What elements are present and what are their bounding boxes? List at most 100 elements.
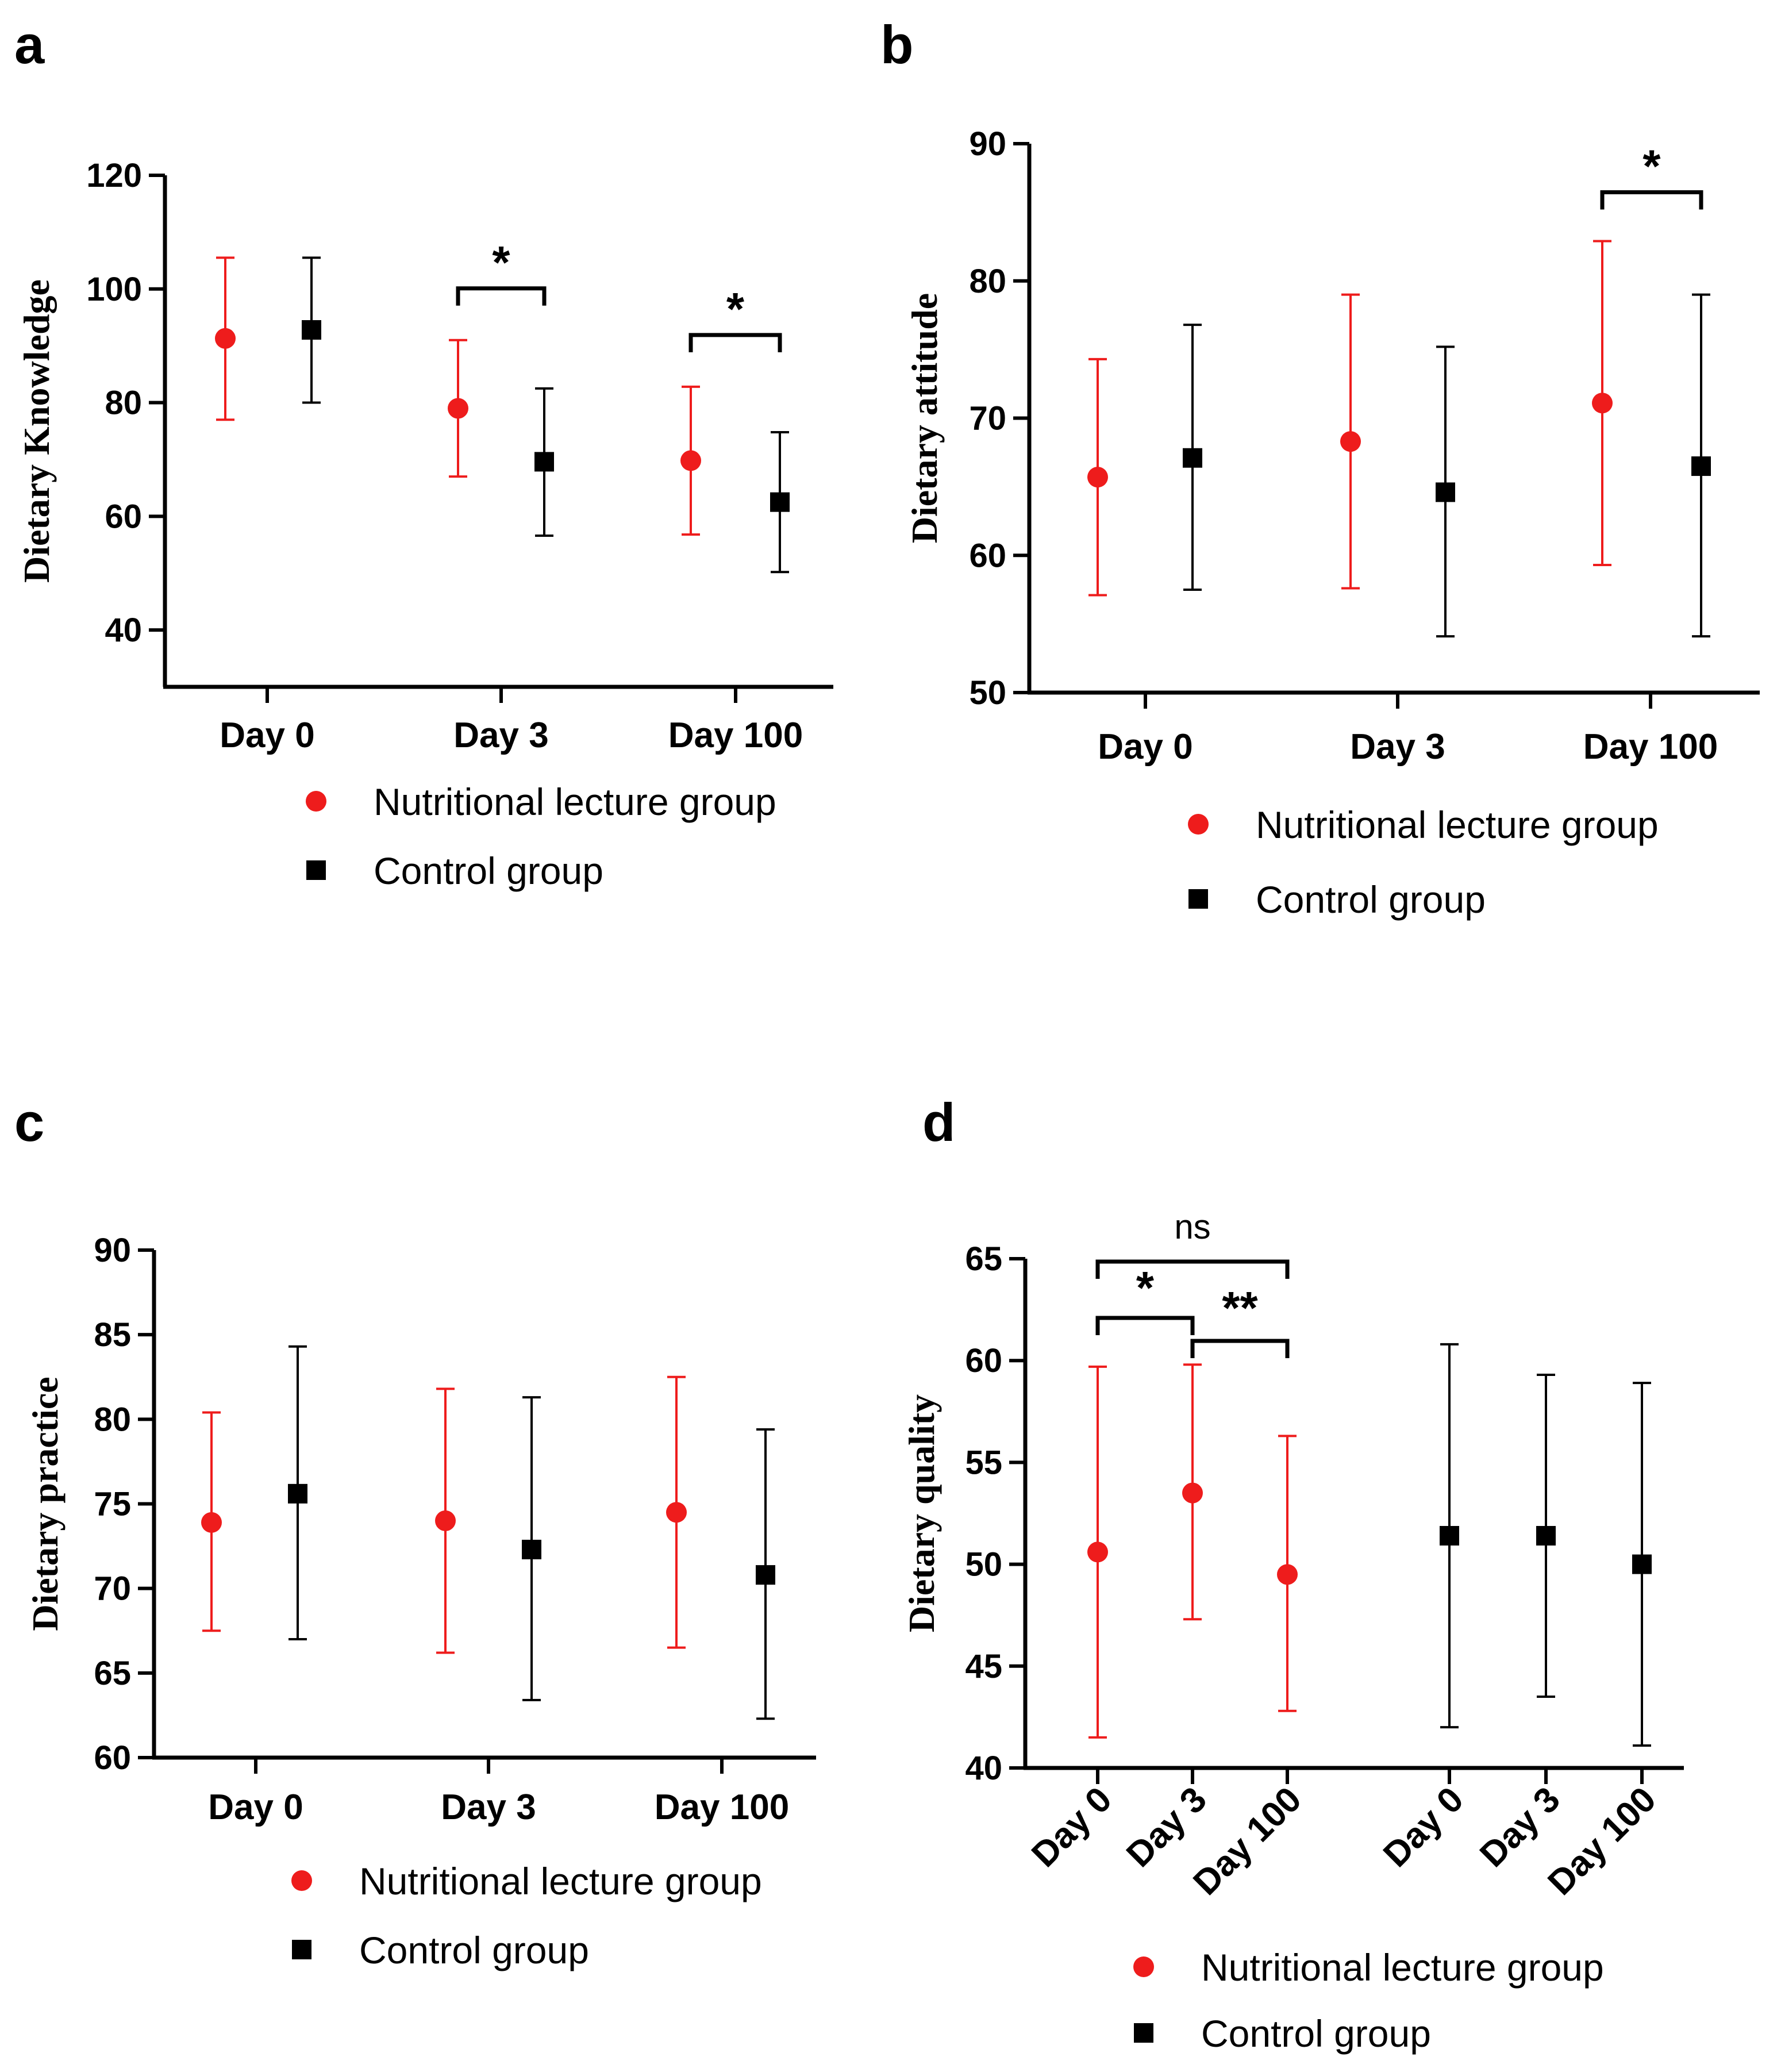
panel-letter: c (14, 1092, 44, 1152)
legend-label-control: Control group (1201, 2012, 1431, 2055)
y-tick-label: 60 (105, 498, 142, 535)
panel-letter: b (880, 14, 913, 75)
panel-a: a 40 60 80 100 120 Dietary Knowledge Day 0 Day 3… (14, 14, 833, 892)
y-axis-title: Dietary practice (25, 1377, 66, 1631)
legend-marker-lecture (1133, 1956, 1154, 1977)
legend-marker-lecture (1188, 814, 1209, 835)
data-point-lecture (201, 1512, 222, 1533)
data-point-control (1536, 1525, 1556, 1546)
significance-bracket (1095, 1259, 1290, 1279)
data-point-control (288, 1483, 307, 1504)
panel-b: b 50 60 70 80 90 Dietary attitude Day 0 Day 3 Day… (880, 14, 1760, 921)
legend-marker-lecture (306, 791, 326, 812)
y-axis-title: Dietary Knowledge (16, 279, 57, 583)
y-tick-label: 90 (94, 1232, 131, 1269)
x-tick-label: Day 100 (1540, 1779, 1664, 1903)
y-tick-label: 80 (105, 385, 142, 422)
data-point-lecture (1182, 1482, 1203, 1504)
legend-label-lecture: Nutritional lecture group (1256, 804, 1659, 846)
x-tick-label: Day 3 (1472, 1779, 1568, 1875)
data-point-lecture (1087, 1541, 1108, 1563)
legend-marker-control (292, 1940, 311, 1959)
x-tick-label: Day 100 (668, 716, 803, 755)
significance-label: * (1136, 1262, 1155, 1313)
data-point-control (770, 492, 790, 512)
x-tick-label: Day 0 (1024, 1779, 1120, 1875)
x-tick-label: Day 0 (1098, 727, 1193, 767)
significance-bracket (688, 333, 782, 352)
y-tick-label: 70 (969, 400, 1006, 437)
data-point-control (522, 1539, 541, 1559)
y-tick-label: 50 (965, 1546, 1002, 1583)
legend-marker-lecture (291, 1870, 312, 1891)
significance-label: ns (1174, 1208, 1210, 1246)
panel-letter: d (922, 1092, 955, 1152)
data-point-lecture (680, 450, 701, 471)
data-point-lecture (1277, 1564, 1298, 1585)
y-tick-label: 90 (969, 125, 1006, 163)
data-point-control (1632, 1554, 1652, 1574)
y-axis-title: Dietary quality (901, 1394, 942, 1632)
y-tick-label: 75 (94, 1486, 131, 1523)
x-tick-label: Day 3 (1350, 727, 1445, 767)
data-point-lecture (215, 328, 236, 349)
significance-label: * (726, 283, 745, 335)
data-point-lecture (1340, 431, 1361, 452)
data-point-lecture (435, 1510, 456, 1531)
significance-bracket (1600, 190, 1703, 210)
x-tick-label: Day 100 (655, 1787, 789, 1827)
data-point-control (534, 452, 554, 472)
y-tick-label: 85 (94, 1316, 131, 1354)
y-tick-label: 40 (965, 1750, 1002, 1787)
y-tick-label: 50 (969, 674, 1006, 712)
y-tick-label: 100 (86, 271, 142, 308)
significance-label: * (492, 237, 510, 288)
x-tick-label: Day 0 (1376, 1779, 1471, 1875)
x-tick-label: Day 3 (453, 716, 548, 755)
data-point-control (1691, 456, 1711, 476)
y-tick-label: 65 (965, 1240, 1002, 1278)
data-point-lecture (1592, 393, 1613, 414)
y-tick-label: 60 (969, 537, 1006, 574)
legend-label-control: Control group (374, 849, 603, 892)
data-point-control (756, 1565, 775, 1585)
data-point-control (1183, 448, 1202, 468)
legend-label-control: Control group (359, 1929, 589, 1971)
data-point-lecture (448, 398, 468, 419)
data-point-control (302, 320, 321, 340)
legend-label-control: Control group (1256, 878, 1486, 921)
data-point-control (1440, 1525, 1459, 1546)
data-point-control (1436, 482, 1455, 502)
y-axis-title: Dietary attitude (904, 293, 945, 543)
y-tick-label: 80 (94, 1401, 131, 1438)
y-tick-label: 80 (969, 263, 1006, 300)
y-tick-label: 45 (965, 1648, 1002, 1685)
legend-marker-control (306, 860, 326, 880)
y-tick-label: 55 (965, 1444, 1002, 1481)
x-tick-label: Day 0 (208, 1787, 303, 1827)
significance-label: * (1642, 141, 1661, 192)
y-tick-label: 65 (94, 1655, 131, 1692)
y-tick-label: 120 (86, 157, 142, 194)
panel-c: c 60 65 70 75 80 85 90 Dietary practice Day 0 Day … (14, 1092, 816, 1971)
legend-label-lecture: Nutritional lecture group (359, 1860, 762, 1902)
y-tick-label: 60 (965, 1342, 1002, 1379)
legend-label-lecture: Nutritional lecture group (374, 781, 776, 823)
significance-label: ** (1222, 1282, 1258, 1333)
y-tick-label: 70 (94, 1570, 131, 1608)
data-point-lecture (1087, 467, 1108, 488)
x-tick-label: Day 3 (441, 1787, 536, 1827)
y-tick-label: 60 (94, 1739, 131, 1777)
significance-bracket (456, 286, 547, 306)
y-tick-label: 40 (105, 612, 142, 649)
data-point-lecture (666, 1502, 687, 1523)
x-tick-label: Day 0 (220, 716, 314, 755)
legend-marker-control (1134, 2023, 1153, 2043)
panel-letter: a (14, 14, 45, 75)
legend-label-lecture: Nutritional lecture group (1201, 1946, 1604, 1989)
legend-marker-control (1188, 889, 1208, 909)
x-tick-label: Day 100 (1583, 727, 1718, 767)
significance-bracket (1095, 1316, 1195, 1335)
